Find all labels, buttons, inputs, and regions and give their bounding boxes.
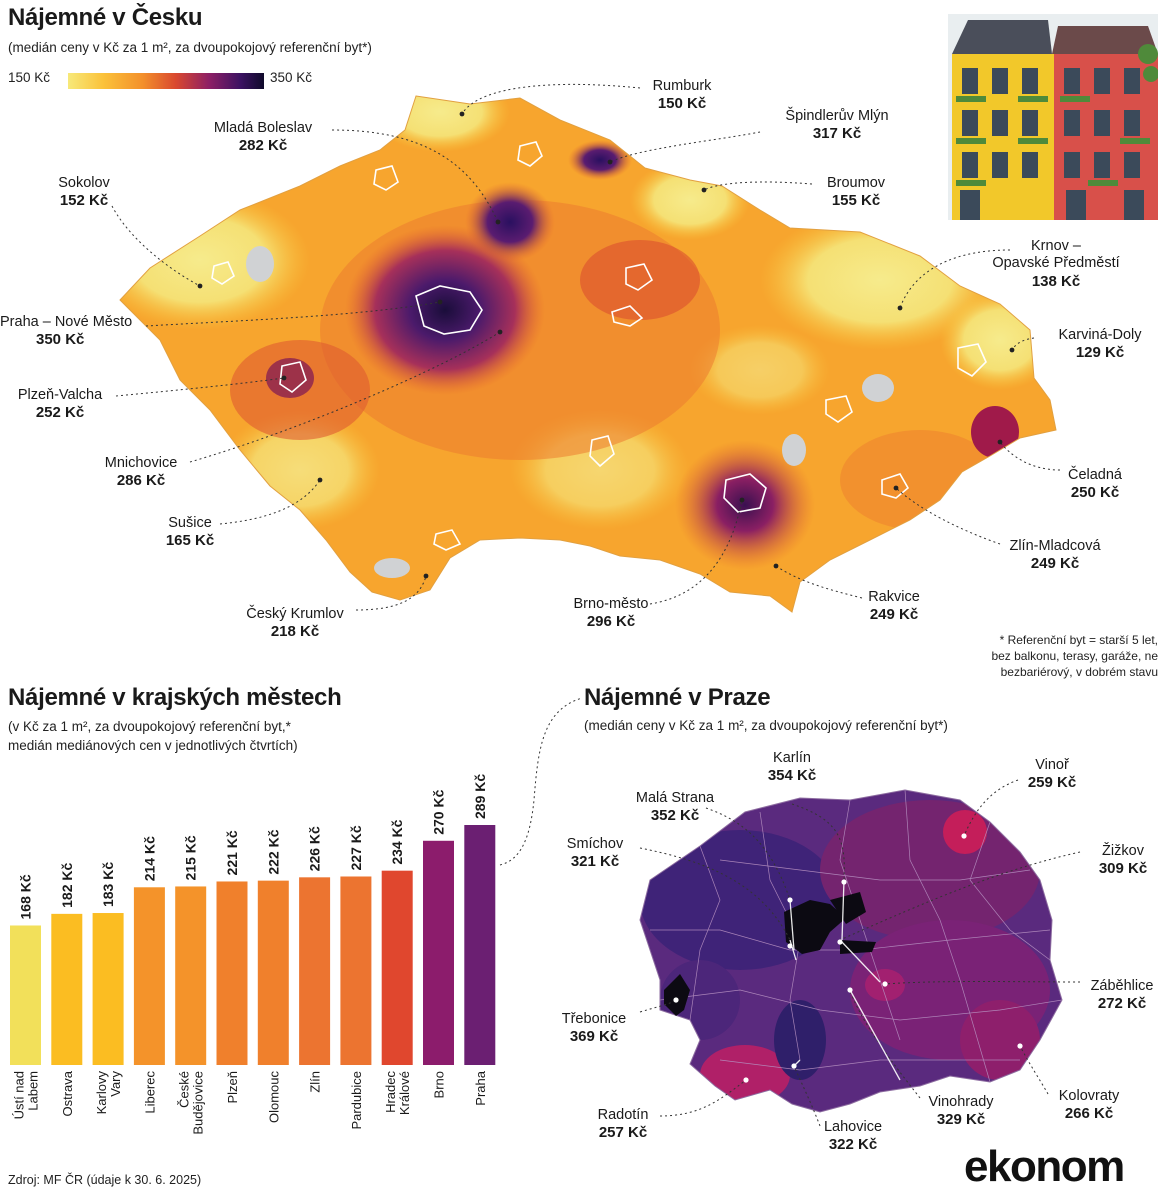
prague-label-mala-strana: Malá Strana 352 Kč [635, 790, 715, 825]
bar-category-label: Ostrava [60, 1070, 75, 1116]
bar-value-label: 182 Kč [59, 862, 75, 907]
prague-label-radotin: Radotín 257 Kč [597, 1107, 649, 1142]
prague-label-zabehlice: Záběhlice 272 Kč [1090, 978, 1154, 1013]
prague-title: Nájemné v Praze [584, 684, 771, 711]
bar-category-label: Karlovy [94, 1071, 109, 1115]
brand-logo: ekonom [964, 1142, 1125, 1191]
bar-category-label: Plzeň [225, 1071, 240, 1104]
map-label-celadna: Čeladná 250 Kč [1067, 467, 1122, 502]
connector-line [499, 697, 583, 866]
footnote: * Referenční byt = starší 5 let, bez balk… [991, 633, 1158, 680]
bar-value-label: 221 Kč [224, 830, 240, 875]
bar-category-label: Hradec [383, 1071, 398, 1113]
prague-label-karlin: Karlín 354 Kč [767, 750, 817, 785]
bar-category-label: Labem [26, 1071, 41, 1111]
bar-chart-title: Nájemné v krajských městech [8, 684, 342, 711]
bar-category-label: Liberec [142, 1071, 157, 1114]
map-label-sokolov: Sokolov 152 Kč [58, 175, 110, 210]
prague-label-smichov: Smíchov 321 Kč [566, 836, 624, 871]
prague-label-vinohrady: Vinohrady 329 Kč [928, 1094, 994, 1129]
bar-chart: 168 Kč Ústí nad Labem 182 Kč Ostrava 183 Kč Ka… [10, 774, 496, 1135]
bar-value-label: 214 Kč [141, 836, 157, 881]
map-label-mnichovice: Mnichovice 286 Kč [104, 455, 178, 490]
bar-chart-subtitle: (v Kč za 1 m², za dvoupokojový referenčn… [8, 719, 298, 753]
bar-category-label: České [177, 1071, 192, 1108]
bar-value-label: 222 Kč [265, 829, 281, 874]
map-label-cesky-krumlov: Český Krumlov 218 Kč [246, 606, 344, 641]
bar-2 [92, 913, 124, 1065]
bar-category-label: Praha [473, 1070, 488, 1105]
page-title: Nájemné v Česku [8, 4, 203, 31]
bar-4 [175, 886, 207, 1065]
bar-6 [257, 880, 289, 1065]
bar-7 [299, 877, 331, 1065]
prague-subtitle: (medián ceny v Kč za 1 m², za dvoupokojo… [584, 718, 948, 733]
scale-min-label: 150 Kč [8, 70, 51, 85]
bar-category-label: Pardubice [349, 1071, 364, 1130]
bar-category-label: Králové [397, 1071, 412, 1115]
bar-value-label: 168 Kč [18, 874, 34, 919]
prague-label-vinor: Vinoř 259 Kč [1027, 757, 1077, 792]
building-illustration [948, 14, 1158, 220]
map-label-karvina-doly: Karviná-Doly 129 Kč [1058, 327, 1142, 362]
bar-3 [133, 887, 165, 1065]
bar-11 [464, 825, 496, 1065]
map-label-zlin-mladcova: Zlín-Mladcová 249 Kč [1009, 538, 1101, 573]
prague-label-trebonice: Třebonice 369 Kč [561, 1011, 627, 1046]
prague-label-zizkov: Žižkov 309 Kč [1098, 843, 1148, 878]
bar-8 [340, 876, 372, 1065]
prague-label-kolovraty: Kolovraty 266 Kč [1058, 1088, 1120, 1123]
scale-max-label: 350 Kč [270, 70, 313, 85]
bar-10 [423, 840, 454, 1065]
bar-category-label: Brno [432, 1071, 447, 1098]
bar-value-label: 226 Kč [307, 826, 323, 871]
prague-rent-map [639, 779, 1081, 1127]
page-subtitle: (medián ceny v Kč za 1 m², za dvoupokojo… [8, 40, 372, 55]
map-label-susice: Sušice 165 Kč [165, 515, 215, 550]
bar-0 [10, 925, 41, 1065]
prague-label-lahovice: Lahovice 322 Kč [823, 1119, 883, 1154]
map-label-rumburk: Rumburk 150 Kč [652, 78, 712, 113]
bar-category-label: Vary [108, 1071, 123, 1097]
bar-category-label: Zlín [308, 1071, 323, 1093]
bar-category-label: Budějovice [191, 1071, 206, 1135]
bar-value-label: 234 Kč [389, 819, 405, 864]
color-scale-bar [68, 73, 264, 89]
map-label-plzen-valcha: Plzeň-Valcha 252 Kč [17, 387, 103, 422]
bar-value-label: 215 Kč [183, 835, 199, 880]
bar-9 [381, 870, 413, 1065]
bar-value-label: 183 Kč [100, 862, 116, 907]
bar-value-label: 227 Kč [348, 825, 364, 870]
map-label-praha-nove-mesto: Praha – Nové Město 350 Kč [0, 314, 133, 349]
bar-category-label: Olomouc [266, 1071, 281, 1124]
source-note: Zdroj: MF ČR (údaje k 30. 6. 2025) [8, 1173, 202, 1187]
map-label-broumov: Broumov 155 Kč [826, 175, 886, 210]
map-label-mlada-boleslav: Mladá Boleslav 282 Kč [213, 120, 313, 155]
bar-5 [216, 881, 248, 1065]
bar-1 [51, 913, 83, 1065]
map-label-brno-mesto: Brno-město 296 Kč [573, 596, 649, 631]
bar-value-label: 270 Kč [431, 789, 447, 834]
bar-value-label: 289 Kč [472, 774, 488, 819]
bar-category-label: Ústí nad [12, 1071, 27, 1119]
map-label-rakvice: Rakvice 249 Kč [868, 589, 920, 624]
czech-rent-map [111, 83, 1061, 613]
map-label-spindleruv-mlyn: Špindlerův Mlýn 317 Kč [785, 108, 889, 143]
map-label-krnov: Krnov – Opavské Předměstí 138 Kč [992, 238, 1120, 290]
